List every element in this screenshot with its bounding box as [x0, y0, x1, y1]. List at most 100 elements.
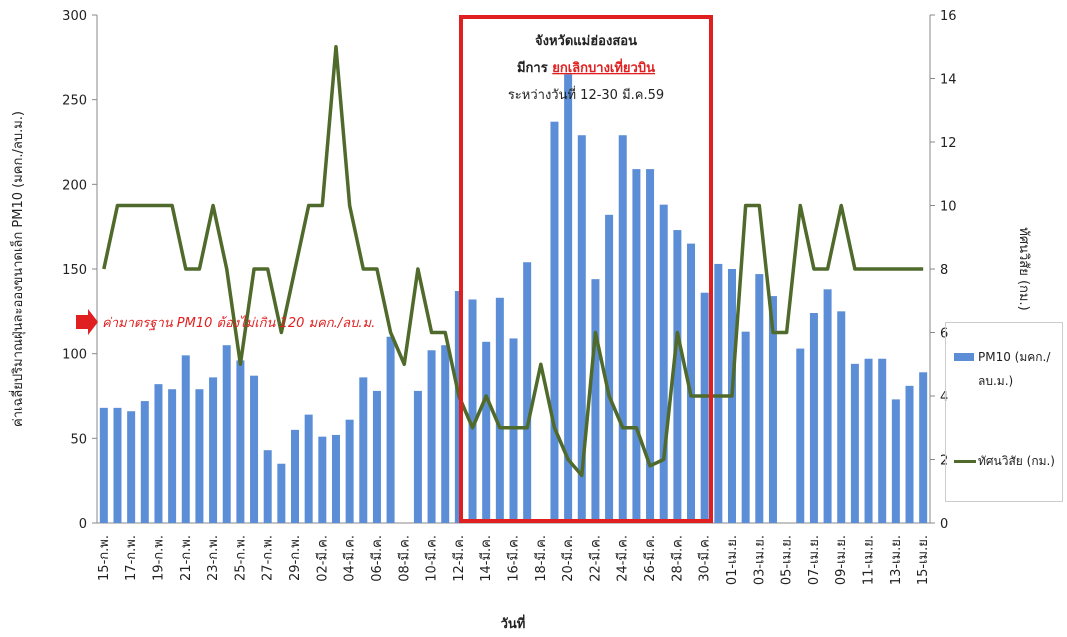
bar — [154, 384, 163, 523]
x-tick-label: 11-เม.ย. — [862, 535, 877, 585]
x-tick-label: 24-มี.ค. — [615, 535, 631, 582]
x-tick-label: 17-ก.พ. — [124, 535, 139, 581]
bar — [755, 274, 764, 523]
line — [102, 45, 924, 478]
bar — [905, 385, 914, 523]
bar — [577, 135, 586, 523]
bar — [140, 401, 149, 523]
y-tick-label: 150 — [62, 263, 87, 278]
bar — [318, 436, 327, 523]
bar — [523, 262, 532, 523]
legend-swatch — [954, 353, 974, 361]
bar — [454, 291, 463, 523]
x-tick-label: 14-มี.ค. — [478, 535, 494, 582]
bar — [413, 390, 422, 523]
x-tick-label: 22-มี.ค. — [587, 535, 603, 582]
y-tick-label: 50 — [70, 432, 87, 447]
y2-tick-label: 14 — [940, 73, 957, 88]
y2-tick-label: 10 — [940, 200, 957, 215]
legend-label: ทัศนวิสัย (กม.) — [978, 454, 1055, 468]
bar — [372, 390, 381, 523]
bar — [714, 263, 723, 523]
x-tick-label: 03-เม.ย. — [752, 535, 767, 585]
x-tick-label: 15-ก.พ. — [97, 535, 112, 581]
legend-label: PM10 (มคก./ลบ.ม.) — [978, 350, 1051, 388]
bar — [700, 292, 709, 523]
x-tick-label: 19-ก.พ. — [151, 535, 166, 581]
x-tick-label: 21-ก.พ. — [179, 535, 194, 581]
y2-tick-label: 12 — [940, 136, 957, 151]
x-tick-label: 25-ก.พ. — [233, 535, 248, 581]
bar — [878, 358, 887, 523]
y-tick-label: 0 — [79, 517, 87, 532]
legend-swatch — [954, 460, 976, 463]
bar — [809, 313, 818, 523]
bar — [263, 450, 272, 523]
bar — [277, 463, 286, 523]
bar — [468, 299, 477, 523]
bar — [113, 407, 122, 523]
bar — [741, 331, 750, 523]
bar — [236, 360, 245, 523]
bar — [796, 348, 805, 523]
x-tick-label: 04-มี.ค. — [342, 535, 358, 582]
x-tick-label: 01-เม.ย. — [725, 535, 740, 585]
x-tick-label: 15-เม.ย. — [916, 535, 931, 585]
bar — [632, 169, 641, 524]
x-tick-label: 18-มี.ค. — [533, 535, 549, 582]
bar — [427, 350, 436, 523]
bar — [564, 74, 573, 524]
y2-tick-label: 16 — [940, 9, 957, 24]
annotation: จังหวัดแม่ฮ่องสอน — [535, 34, 637, 49]
y-tick-label: 300 — [62, 9, 87, 24]
bar — [687, 243, 696, 523]
y2-tick-label: 2 — [940, 454, 948, 469]
annotation: มีการ ยกเลิกบางเที่ยวบิน — [517, 58, 655, 76]
x-tick-label: 13-เม.ย. — [889, 535, 904, 585]
bar — [823, 289, 832, 523]
bar — [441, 345, 450, 523]
annotation-text: มีการ — [517, 60, 548, 76]
bar — [168, 389, 177, 523]
bar — [646, 169, 655, 524]
bar — [768, 296, 777, 523]
x-tick-label: 30-มี.ค. — [697, 535, 713, 582]
y2-tick-label: 4 — [940, 390, 948, 405]
bar — [304, 414, 313, 523]
bar — [550, 121, 559, 524]
y2-tick-label: 6 — [940, 327, 948, 342]
x-tick-label: 20-มี.ค. — [560, 535, 576, 582]
bar — [331, 434, 340, 523]
bar — [291, 429, 300, 523]
x-tick-label: 28-มี.ค. — [669, 535, 685, 582]
bar — [850, 363, 859, 523]
bar — [891, 399, 900, 523]
bar — [673, 230, 682, 523]
legend: PM10 (มคก./ลบ.ม.) ทัศนวิสัย (กม.) — [945, 322, 1063, 502]
x-tick-label: 06-มี.ค. — [369, 535, 385, 582]
x-tick-label: 09-เม.ย. — [834, 535, 849, 585]
bar — [99, 407, 108, 523]
bar — [837, 311, 846, 523]
x-tick-label: 26-มี.ค. — [642, 535, 658, 582]
x-tick-label: 29-ก.พ. — [288, 535, 303, 581]
bar — [222, 345, 231, 523]
y-tick-label: 200 — [62, 178, 87, 193]
x-axis-label: วันที่ — [501, 614, 526, 632]
bar — [359, 377, 368, 523]
bar — [864, 358, 873, 523]
bar — [250, 375, 259, 523]
bar — [195, 389, 204, 523]
y-tick-label: 100 — [62, 348, 87, 363]
annotation-highlight: ยกเลิกบางเที่ยวบิน — [552, 58, 655, 76]
bar — [482, 341, 491, 523]
bar — [659, 204, 668, 524]
y-tick-label: 250 — [62, 94, 87, 109]
y2-tick-label: 0 — [940, 517, 948, 532]
x-tick-label: 05-เม.ย. — [780, 535, 795, 585]
bar — [127, 411, 136, 523]
arrow — [76, 309, 98, 335]
x-tick-label: 02-มี.ค. — [314, 535, 330, 582]
